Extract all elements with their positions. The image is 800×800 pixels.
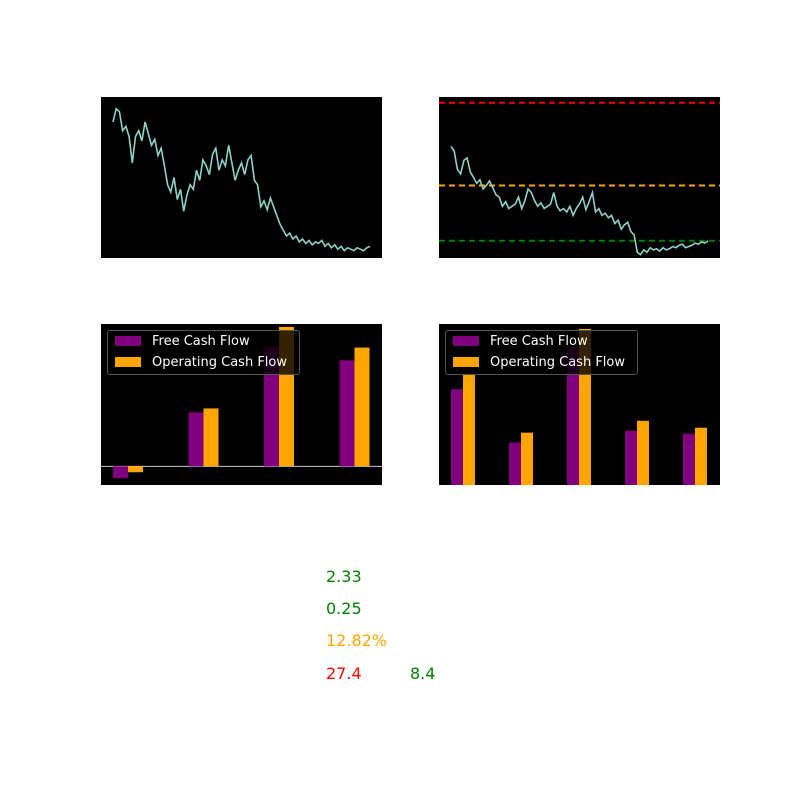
price-line-chart bbox=[101, 97, 382, 258]
free-cash-flow-bar bbox=[509, 442, 521, 485]
operating-cash-flow-bar bbox=[128, 466, 143, 473]
price-series-line bbox=[450, 146, 709, 256]
operating-cash-flow-bar bbox=[203, 408, 219, 467]
cash-flow-bar-chart-right: Free Cash Flow Operating Cash Flow bbox=[439, 324, 720, 485]
operating-cash-flow-bar bbox=[354, 347, 370, 467]
legend-entry-free-cash-flow: Free Cash Flow bbox=[453, 334, 588, 350]
metric-value-5: 8.4 bbox=[410, 664, 436, 683]
price-line-chart-plot bbox=[112, 107, 371, 252]
legend-swatch-operating-cash-flow bbox=[115, 356, 141, 367]
legend-label-operating-cash-flow: Operating Cash Flow bbox=[152, 355, 287, 370]
legend-swatch-free-cash-flow bbox=[115, 335, 141, 346]
legend-entry-operating-cash-flow: Operating Cash Flow bbox=[115, 355, 287, 371]
operating-cash-flow-bar bbox=[521, 432, 533, 485]
legend-right: Free Cash Flow Operating Cash Flow bbox=[445, 330, 638, 375]
free-cash-flow-bar bbox=[625, 430, 637, 485]
metric-value-3: 12.82% bbox=[326, 631, 388, 650]
cash-flow-bars-left bbox=[101, 326, 382, 479]
legend-label-operating-cash-flow: Operating Cash Flow bbox=[490, 355, 625, 370]
price-series-line bbox=[112, 107, 371, 252]
free-cash-flow-bar bbox=[567, 346, 579, 485]
free-cash-flow-bar bbox=[113, 466, 128, 479]
free-cash-flow-bar bbox=[683, 433, 695, 485]
legend-label-free-cash-flow: Free Cash Flow bbox=[152, 334, 250, 349]
free-cash-flow-bar bbox=[188, 412, 204, 467]
metric-value-1: 2.33 bbox=[326, 567, 362, 586]
legend-left: Free Cash Flow Operating Cash Flow bbox=[107, 330, 300, 375]
legend-entry-free-cash-flow: Free Cash Flow bbox=[115, 334, 250, 350]
free-cash-flow-bar bbox=[264, 346, 279, 467]
legend-entry-operating-cash-flow: Operating Cash Flow bbox=[453, 355, 625, 371]
operating-cash-flow-bar bbox=[463, 374, 475, 485]
metric-value-2: 0.25 bbox=[326, 599, 362, 618]
banded-line-chart bbox=[439, 97, 720, 258]
operating-cash-flow-bar bbox=[637, 420, 649, 485]
legend-label-free-cash-flow: Free Cash Flow bbox=[490, 334, 588, 349]
operating-cash-flow-bar bbox=[695, 427, 707, 485]
legend-swatch-operating-cash-flow bbox=[453, 356, 479, 367]
cash-flow-bar-chart-left: Free Cash Flow Operating Cash Flow bbox=[101, 324, 382, 485]
free-cash-flow-bar bbox=[451, 389, 463, 485]
banded-line-chart-plot bbox=[439, 101, 720, 256]
free-cash-flow-bar bbox=[339, 360, 355, 467]
metric-value-4: 27.4 bbox=[326, 664, 362, 683]
legend-swatch-free-cash-flow bbox=[453, 335, 479, 346]
